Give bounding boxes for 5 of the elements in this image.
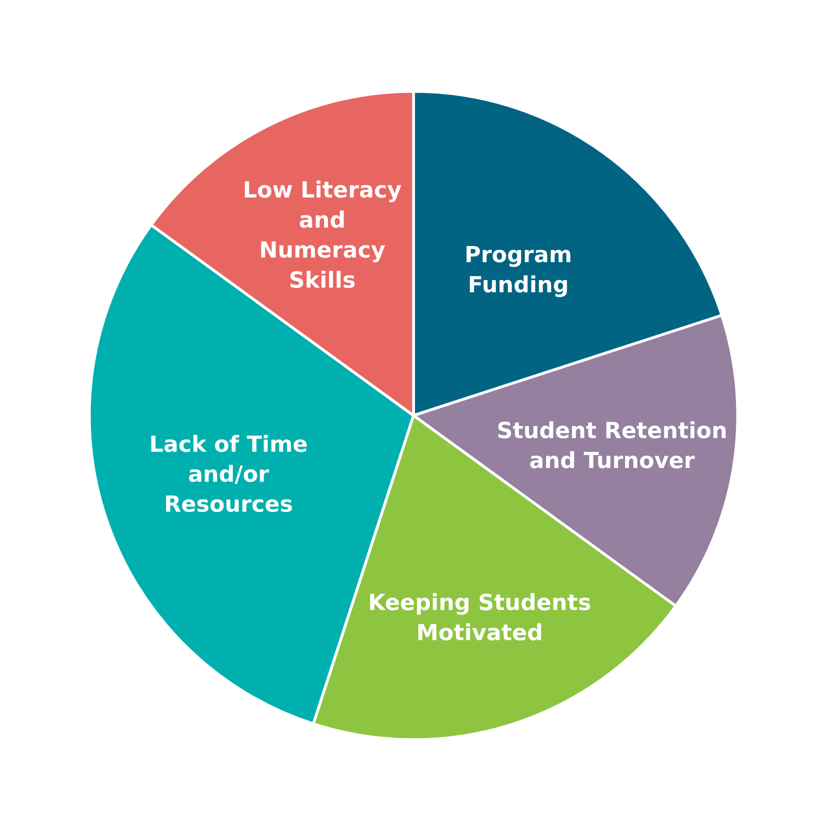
slice-label: Program Funding: [466, 246, 570, 298]
slice-label: Keeping Students Motivated: [370, 593, 590, 640]
slice-label: Low Literacy and Numeracy Skills: [244, 180, 402, 288]
slice-label: Student Retention and Turnover: [498, 421, 726, 468]
slice-label: Lack of Time and/or Resources: [151, 434, 307, 512]
